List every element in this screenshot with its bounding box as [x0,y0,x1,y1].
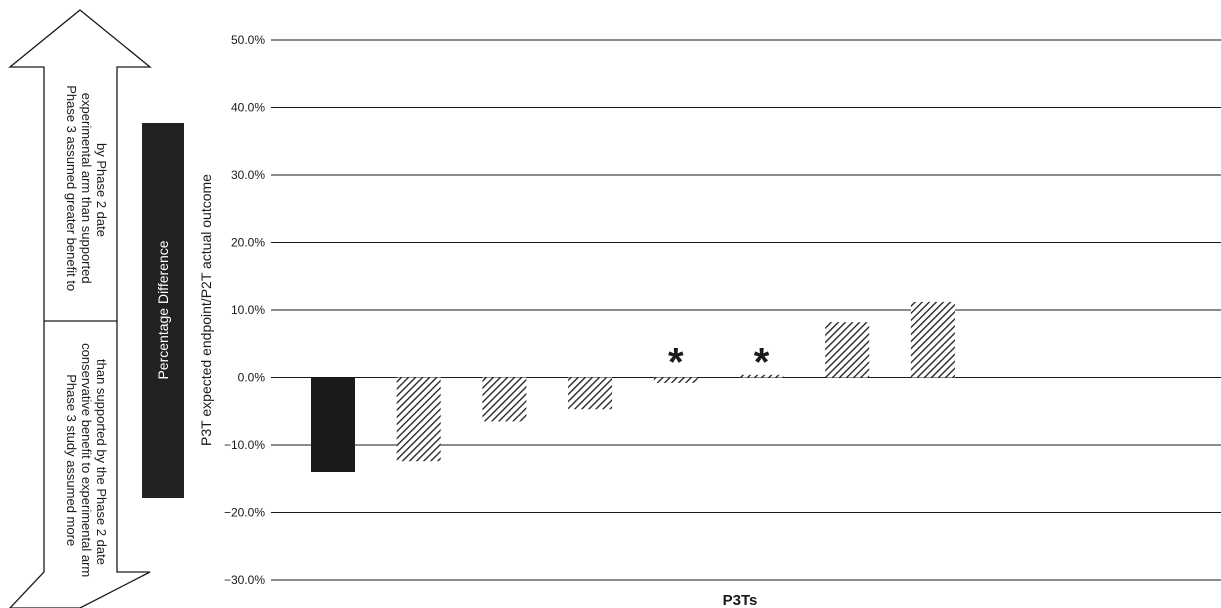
arrow-down-text: Phase 3 study assumed more conservative … [64,343,109,581]
annotations: * * [668,341,770,385]
arrow-down-line-1: Phase 3 study assumed more [64,374,79,546]
bar [739,374,784,378]
double-arrow-shape [8,9,152,608]
asterisk-annotation: * [668,341,684,385]
arrow-up-text: Phase 3 assumed greater benefit to exper… [64,85,109,295]
y-tick-label: 40.0% [231,101,265,115]
bar [653,377,698,383]
y-tick-label: 20.0% [231,236,265,250]
side-box-background [142,123,184,498]
side-box-label: Percentage Difference [155,240,171,379]
y-tick-label: 50.0% [231,33,265,47]
y-tick-label: −30.0% [224,573,265,587]
direction-arrow: Phase 3 assumed greater benefit to exper… [8,9,152,608]
y-tick-label: 0.0% [238,371,266,385]
bar [311,377,355,472]
bar [482,377,527,422]
arrow-up-line-3: by Phase 2 date [94,143,109,237]
arrow-down-line-2: conservative benefit to experimental arm [79,343,94,577]
y-tick-label: −10.0% [224,438,265,452]
grid-lines [271,39,1221,581]
bar [568,377,613,410]
x-axis-title: P3Ts [723,592,758,608]
arrow-up-line-2: experimental arm than supported [79,93,94,284]
arrow-up-line-1: Phase 3 assumed greater benefit to [64,85,79,291]
y-tick-labels: 50.0% 40.0% 30.0% 20.0% 10.0% 0.0% −10.0% −20.0… [224,33,265,587]
y-tick-label: 30.0% [231,168,265,182]
y-tick-label: 10.0% [231,303,265,317]
bar [396,377,441,462]
bar [910,301,955,378]
arrow-down-line-3: than supported by the Phase 2 date [94,359,109,565]
bar [825,322,870,378]
y-axis-title: P3T expected endpoint/P2T actual outcome [198,174,214,446]
y-tick-label: −20.0% [224,506,265,520]
asterisk-annotation: * [754,341,770,385]
bars [311,301,955,472]
percentage-difference-box: Percentage Difference [142,123,184,498]
